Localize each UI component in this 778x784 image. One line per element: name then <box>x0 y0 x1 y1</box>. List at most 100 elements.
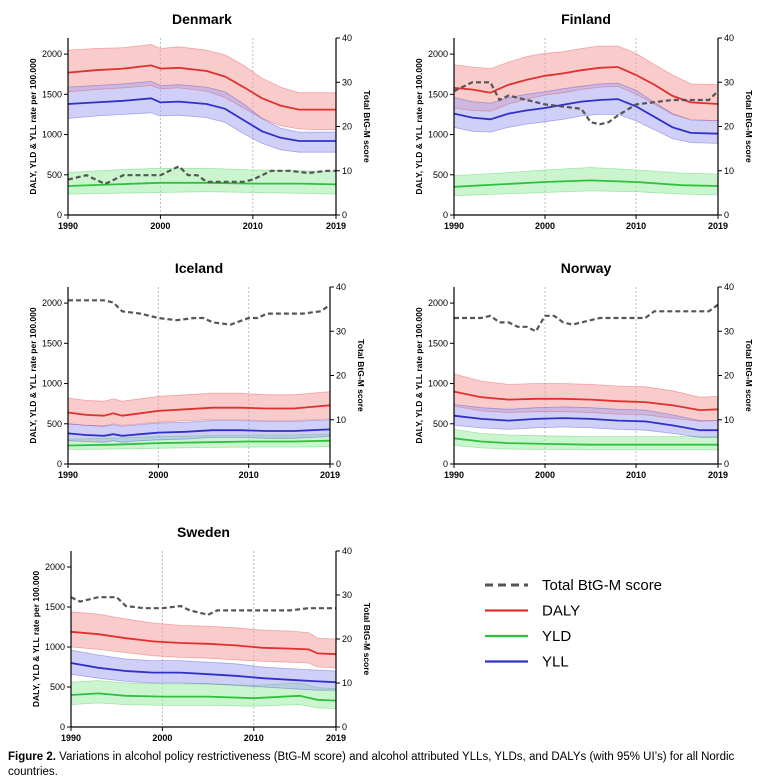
band-yll-upper-edge <box>67 419 331 427</box>
band-daly-lower-edge <box>453 405 719 422</box>
x-tick-label: 2000 <box>150 221 170 231</box>
y2-tick-label: 40 <box>342 33 352 43</box>
band-yll-upper-edge <box>67 80 336 133</box>
caption-label: Figure 2. <box>8 751 56 763</box>
y2-tick-label: 20 <box>724 371 734 381</box>
y2-tick-label: 30 <box>336 326 346 336</box>
series-btg-m-line <box>70 596 336 616</box>
x-tick-label: 1990 <box>58 221 78 231</box>
series-daly-line <box>453 390 719 412</box>
series-yll-line <box>67 97 336 142</box>
y-tick-label: 0 <box>57 210 62 220</box>
y-tick-label: 500 <box>433 419 448 429</box>
y-tick-label: 0 <box>60 722 65 732</box>
band-yll-upper-edge <box>453 404 718 422</box>
y2-tick-label: 0 <box>336 459 341 469</box>
series-yld-line <box>67 181 337 187</box>
band-daly-ui <box>71 611 336 668</box>
x-tick-label: 1990 <box>444 221 464 231</box>
series-daly-line <box>67 404 331 417</box>
y2-tick-label: 10 <box>342 678 352 688</box>
y-tick-label: 0 <box>57 459 62 469</box>
band-daly-lower-edge <box>67 85 336 131</box>
y-tick-label: 2000 <box>428 298 448 308</box>
panel-iceland: Iceland 0 500 1000 1500 2000 0 10 20 30 40 1990 2000… <box>28 260 366 480</box>
x-tick-label: 2010 <box>239 470 259 480</box>
legend: Total BtG-M score DALY YLD YLL <box>485 577 662 671</box>
series-btg-m-line <box>454 303 719 333</box>
series-yld-line <box>70 692 337 702</box>
panel-denmark: Denmark 0 500 1000 1500 2000 0 10 20 30 40 1990 2000… <box>28 11 372 231</box>
series-daly-line <box>67 64 336 111</box>
y2-tick-label: 20 <box>724 122 734 132</box>
series-yll-line <box>70 662 337 684</box>
panel-finland: Finland 0 500 1000 1500 2000 0 10 20 30 40 1990 2000… <box>414 11 754 231</box>
x-tick-label: 2010 <box>626 221 646 231</box>
panel-sweden: Sweden 0 500 1000 1500 2000 0 10 20 30 40 1990 2000 2… <box>31 524 372 743</box>
band-yld-ui <box>454 167 718 196</box>
y-tick-label: 2000 <box>42 298 62 308</box>
y2-tick-label: 10 <box>336 415 346 425</box>
x-tick-label: 1990 <box>61 733 81 743</box>
y-axis-label: DALY, YLD & YLL rate per 100.000 <box>31 571 41 707</box>
chart-title: Iceland <box>175 260 223 276</box>
y2-tick-label: 20 <box>336 371 346 381</box>
y-tick-label: 1500 <box>428 338 448 348</box>
band-daly-lower-edge <box>67 418 331 427</box>
legend-label-daly: DALY <box>542 603 580 620</box>
y-tick-label: 1500 <box>428 89 448 99</box>
y2-axis-label: Total BtG-M score <box>744 339 754 412</box>
y2-tick-label: 30 <box>342 77 352 87</box>
y2-tick-label: 40 <box>724 33 734 43</box>
x-tick-label: 1990 <box>58 470 78 480</box>
y-tick-label: 1000 <box>42 379 62 389</box>
series-btg-m-line <box>67 164 336 186</box>
band-yll-lower-edge <box>453 425 718 438</box>
y-tick-label: 1000 <box>45 642 65 652</box>
band-yll-lower-edge <box>67 112 336 153</box>
series-yld-line <box>67 439 331 447</box>
y-tick-label: 0 <box>443 459 448 469</box>
series-yld-line <box>453 437 718 446</box>
figure-caption: Figure 2. Variations in alcohol policy r… <box>8 750 772 780</box>
band-daly-lower-edge <box>70 646 337 669</box>
band-yld-ui <box>68 168 336 195</box>
band-daly-upper-edge <box>70 611 337 640</box>
band-daly-lower-edge <box>453 85 719 122</box>
y-axis-label: DALY, YLD & YLL rate per 100.000 <box>414 307 424 443</box>
y-tick-label: 500 <box>50 682 65 692</box>
y-tick-label: 1000 <box>42 130 62 140</box>
y-tick-label: 1500 <box>45 602 65 612</box>
y2-tick-label: 30 <box>724 77 734 87</box>
band-yll-upper-edge <box>70 649 337 672</box>
x-tick-label: 2019 <box>326 733 346 743</box>
series-btg-m-line <box>453 81 719 126</box>
band-daly-upper-edge <box>67 43 336 94</box>
band-daly-upper-edge <box>453 45 719 86</box>
x-tick-label: 2010 <box>243 221 263 231</box>
y-tick-label: 1500 <box>42 338 62 348</box>
y-axis-label: DALY, YLD & YLL rate per 100.000 <box>28 58 38 194</box>
x-tick-label: 2000 <box>148 470 168 480</box>
y-tick-label: 2000 <box>45 562 65 572</box>
y2-tick-label: 0 <box>724 459 729 469</box>
band-yld-lower-edge <box>67 191 337 195</box>
band-yld-ui <box>71 680 336 709</box>
y2-axis-label: Total BtG-M score <box>356 339 366 412</box>
band-yll-ui <box>71 650 336 691</box>
y2-tick-label: 40 <box>342 546 352 556</box>
y2-axis-label: Total BtG-M score <box>362 90 372 163</box>
y-tick-label: 1000 <box>428 130 448 140</box>
y2-tick-label: 20 <box>342 122 352 132</box>
y-tick-label: 500 <box>433 170 448 180</box>
y-axis-label: DALY, YLD & YLL rate per 100.000 <box>28 307 38 443</box>
y2-tick-label: 0 <box>342 210 347 220</box>
x-tick-label: 2019 <box>708 470 728 480</box>
series-daly-line <box>453 66 719 105</box>
y2-tick-label: 20 <box>342 634 352 644</box>
band-yld-upper-edge <box>70 680 337 689</box>
y2-tick-label: 0 <box>342 722 347 732</box>
x-tick-label: 2019 <box>708 221 728 231</box>
band-yld-upper-edge <box>453 167 719 176</box>
